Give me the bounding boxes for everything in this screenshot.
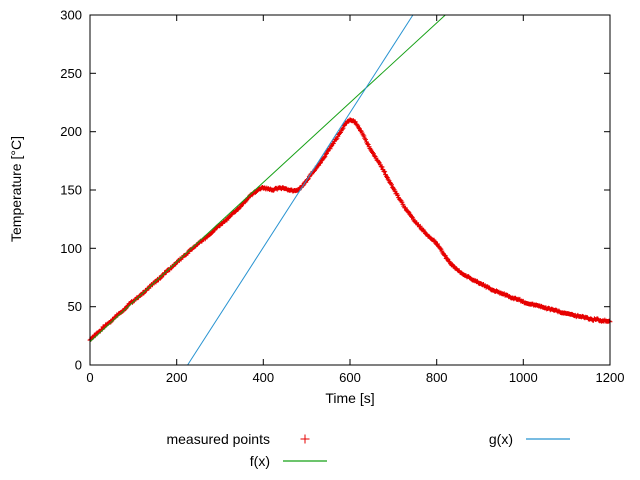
legend: measured points g(x) f(x)	[0, 428, 640, 472]
line-sample-f-icon	[282, 454, 328, 468]
svg-text:800: 800	[426, 370, 448, 385]
svg-text:0: 0	[86, 370, 93, 385]
svg-text:600: 600	[339, 370, 361, 385]
svg-text:200: 200	[60, 124, 82, 139]
legend-row-2: f(x)	[0, 450, 640, 472]
y-axis-label: Temperature [°C]	[8, 136, 24, 242]
legend-label-g: g(x)	[488, 431, 513, 447]
legend-label-measured: measured points	[166, 431, 270, 447]
svg-text:300: 300	[60, 8, 82, 23]
legend-entry-measured: measured points	[70, 431, 328, 447]
legend-entry-g: g(x)	[363, 431, 571, 447]
svg-text:50: 50	[68, 299, 82, 314]
svg-text:0: 0	[75, 358, 82, 373]
plus-marker-icon	[282, 432, 328, 446]
svg-text:150: 150	[60, 183, 82, 198]
legend-label-f: f(x)	[249, 453, 270, 469]
svg-text:100: 100	[60, 241, 82, 256]
svg-text:200: 200	[166, 370, 188, 385]
svg-text:250: 250	[60, 66, 82, 81]
legend-entry-f: f(x)	[70, 453, 328, 469]
x-axis-label: Time [s]	[325, 390, 375, 406]
line-sample-g-icon	[525, 432, 571, 446]
svg-text:400: 400	[252, 370, 274, 385]
legend-row-1: measured points g(x)	[0, 428, 640, 450]
svg-text:1000: 1000	[509, 370, 538, 385]
svg-text:1200: 1200	[596, 370, 625, 385]
